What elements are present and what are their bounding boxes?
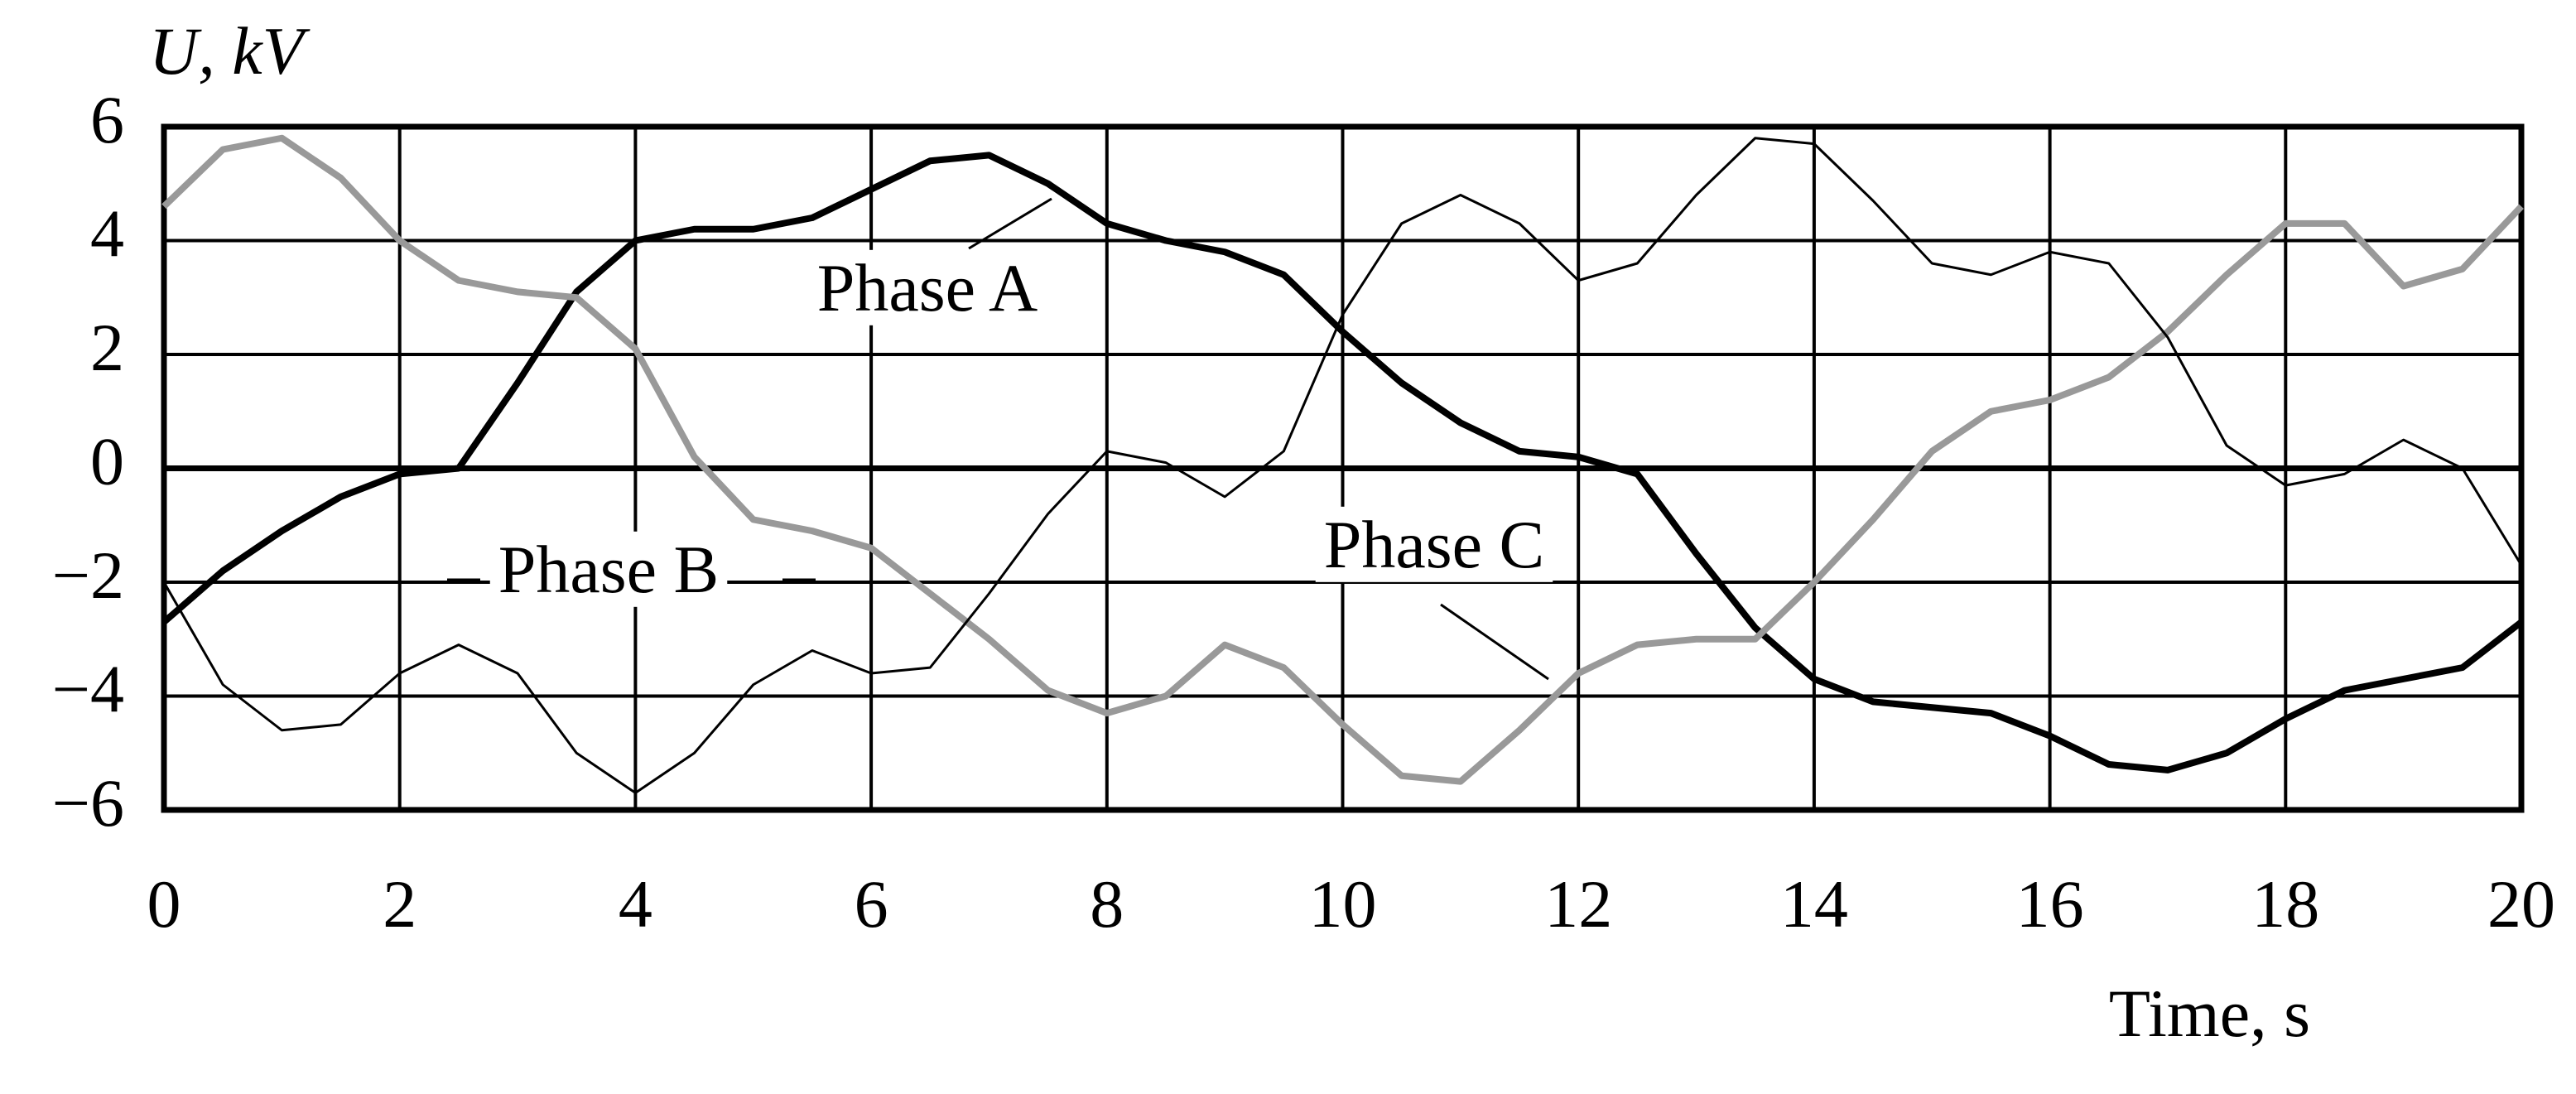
series-label: Phase B (498, 532, 720, 607)
series-label: Phase A (817, 250, 1038, 325)
x-tick-label: 10 (1309, 866, 1377, 942)
series-line (161, 134, 2524, 785)
x-tick-label: 8 (1090, 866, 1124, 942)
x-tick-label: 0 (147, 866, 181, 942)
x-tick-label: 14 (1780, 866, 1848, 942)
y-tick-label: −2 (52, 537, 124, 613)
x-tick-label: 20 (2487, 866, 2555, 942)
x-tick-label: 12 (1544, 866, 1612, 942)
series-line (161, 152, 2524, 774)
label-background (808, 249, 1047, 325)
y-tick-label: 2 (90, 310, 124, 385)
label-background (1315, 506, 1553, 582)
x-tick-label: 16 (2016, 866, 2084, 942)
leader-line (968, 197, 1052, 250)
x-tick-label: 18 (2251, 866, 2319, 942)
y-tick-label: 6 (90, 82, 124, 157)
x-tick-label: 2 (383, 866, 416, 942)
x-axis-label: Time, s (2109, 976, 2310, 1051)
series-line (162, 137, 2523, 794)
y-tick-label: 4 (90, 195, 124, 271)
x-tick-label: 6 (855, 866, 888, 942)
y-axis-label: U, kV (149, 13, 311, 89)
y-tick-label: −4 (52, 651, 124, 726)
label-background (489, 531, 728, 607)
x-tick-label: 4 (619, 866, 652, 942)
y-tick-label: −6 (52, 765, 124, 841)
series-label: Phase C (1324, 507, 1545, 582)
y-tick-label: 0 (90, 423, 124, 499)
plot-border (161, 123, 2525, 813)
leader-line (1440, 603, 1549, 681)
